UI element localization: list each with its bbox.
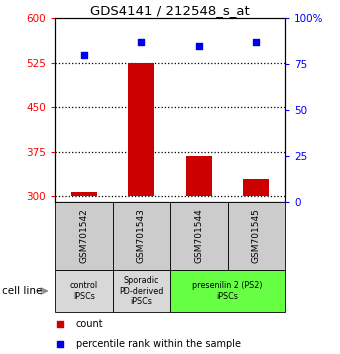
Point (81, 52, 86, 58)
Text: percentile rank within the sample: percentile rank within the sample (76, 339, 241, 349)
Point (57, 321, 62, 327)
Text: GSM701543: GSM701543 (137, 209, 146, 263)
Title: GDS4141 / 212548_s_at: GDS4141 / 212548_s_at (90, 4, 250, 17)
Text: presenilin 2 (PS2)
iPSCs: presenilin 2 (PS2) iPSCs (192, 281, 263, 301)
Text: control
IPSCs: control IPSCs (70, 281, 98, 301)
Bar (55, 202, 113, 270)
Text: GSM701542: GSM701542 (79, 209, 88, 263)
Text: Sporadic
PD-derived
iPSCs: Sporadic PD-derived iPSCs (119, 276, 164, 306)
Text: count: count (76, 319, 103, 329)
Text: cell line: cell line (2, 286, 42, 296)
Bar (170, 270, 285, 312)
Point (196, 43, 202, 48)
Bar (113, 270, 170, 312)
Text: GSM701544: GSM701544 (194, 209, 203, 263)
Bar (170, 202, 227, 270)
Point (138, 39, 144, 45)
Bar (71, 192, 97, 196)
Bar (227, 202, 285, 270)
Point (57, 341, 62, 347)
Point (254, 39, 259, 45)
Bar (113, 202, 170, 270)
Bar (128, 63, 154, 196)
Text: GSM701545: GSM701545 (252, 209, 261, 263)
Bar (186, 156, 212, 196)
Bar (55, 270, 113, 312)
Bar (243, 179, 269, 196)
